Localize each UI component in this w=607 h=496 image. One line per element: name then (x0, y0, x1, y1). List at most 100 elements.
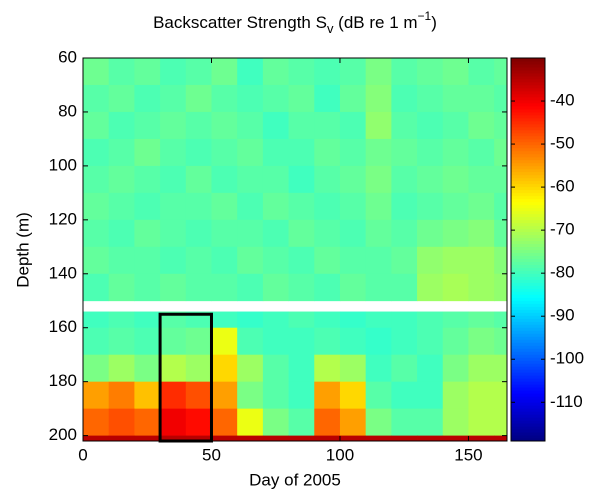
heat-cell (185, 381, 212, 410)
heat-cell (391, 192, 418, 221)
heat-cell (185, 327, 212, 356)
colorbar-swatch (511, 360, 545, 364)
heat-cell (417, 354, 444, 383)
heat-cell (494, 327, 508, 356)
heat-cell (339, 273, 367, 302)
colorbar-swatch (511, 129, 545, 134)
heat-cell (160, 165, 187, 194)
heat-cell (339, 435, 367, 442)
colorbar-swatch (511, 186, 545, 191)
heat-cell (494, 58, 508, 86)
colorbar-swatch (511, 108, 545, 113)
colorbar-swatch (511, 117, 545, 122)
heat-cell (365, 354, 392, 383)
colorbar-swatch (511, 111, 545, 116)
heat-cell (288, 111, 315, 140)
heat-cell (391, 58, 418, 86)
heat-cell (134, 273, 161, 302)
heat-cell (365, 165, 392, 194)
colorbar-swatch (511, 384, 545, 388)
heat-cell (442, 165, 469, 194)
colorbar-swatch (511, 273, 545, 277)
colorbar-swatch (511, 93, 545, 98)
heat-cell (237, 273, 264, 302)
heat-cell (134, 58, 161, 86)
heat-cell (494, 381, 508, 410)
colorbar-swatch (511, 381, 545, 385)
heat-cell (468, 327, 495, 356)
colorbar-swatch (511, 192, 545, 197)
colorbar-swatch (511, 60, 545, 65)
colorbar-swatch (511, 105, 545, 110)
heat-cell (262, 381, 289, 410)
colorbar-swatch (511, 165, 545, 170)
heat-cell (83, 138, 110, 167)
colorbar-swatch (511, 402, 545, 406)
colorbar-swatch (511, 327, 545, 331)
colorbar-swatch (511, 153, 545, 158)
heat-cell (211, 84, 238, 113)
heat-cell (494, 165, 508, 194)
colorbar-swatch (511, 351, 545, 355)
heat-cell (237, 311, 264, 329)
heat-cell (134, 111, 161, 140)
heat-cell (417, 435, 444, 442)
colorbar-tick-label: -40 (550, 91, 575, 110)
heat-cell (494, 311, 508, 329)
heat-cell (211, 165, 238, 194)
colorbar-swatch (511, 267, 545, 271)
heat-cell (288, 192, 315, 221)
heat-cell (211, 311, 238, 329)
plot-frame (82, 57, 508, 442)
heat-cell (237, 111, 264, 140)
heat-cell (339, 381, 367, 410)
heat-cell (83, 408, 110, 437)
colorbar-swatch (511, 300, 545, 304)
heat-cell (160, 327, 187, 356)
heat-cell (288, 219, 315, 248)
colorbar-swatch (511, 201, 545, 206)
colorbar-swatch (511, 426, 545, 430)
heat-cell (185, 165, 212, 194)
y-tick-label: 180 (49, 371, 77, 390)
heat-cell (314, 408, 341, 437)
colorbar-swatch (511, 393, 545, 397)
heat-cell (262, 273, 289, 302)
heat-cell (339, 408, 367, 437)
heat-cell (108, 192, 135, 221)
heat-cell (417, 408, 444, 437)
heat-cell (185, 84, 212, 113)
heat-cell (391, 327, 418, 356)
colorbar-swatch (511, 81, 545, 86)
colorbar-swatch (511, 189, 545, 194)
heat-cell (468, 84, 495, 113)
heat-cell (468, 435, 495, 442)
heat-cell (83, 354, 110, 383)
heat-cell (468, 111, 495, 140)
heat-cell (262, 246, 289, 275)
heat-cell (494, 84, 508, 113)
y-tick-label: 80 (58, 101, 77, 120)
colorbar-swatch (511, 285, 545, 289)
heat-cell (185, 435, 212, 442)
colorbar-swatch (511, 240, 545, 245)
heat-cell (134, 327, 161, 356)
colorbar-swatch (511, 333, 545, 337)
colorbar-swatch (511, 378, 545, 382)
colorbar-swatch (511, 288, 545, 292)
colorbar-swatch (511, 90, 545, 95)
heat-cell (83, 58, 110, 86)
x-tick-label: 0 (78, 445, 87, 464)
heat-cell (468, 58, 495, 86)
heat-cell (108, 327, 135, 356)
heat-cell (468, 165, 495, 194)
heat-cell (442, 381, 469, 410)
heat-cell (417, 219, 444, 248)
colorbar-swatch (511, 225, 545, 230)
heat-cell (365, 273, 392, 302)
heat-cell (417, 111, 444, 140)
colorbar-swatch (511, 348, 545, 352)
heat-cell (262, 165, 289, 194)
heat-cell (365, 435, 392, 442)
